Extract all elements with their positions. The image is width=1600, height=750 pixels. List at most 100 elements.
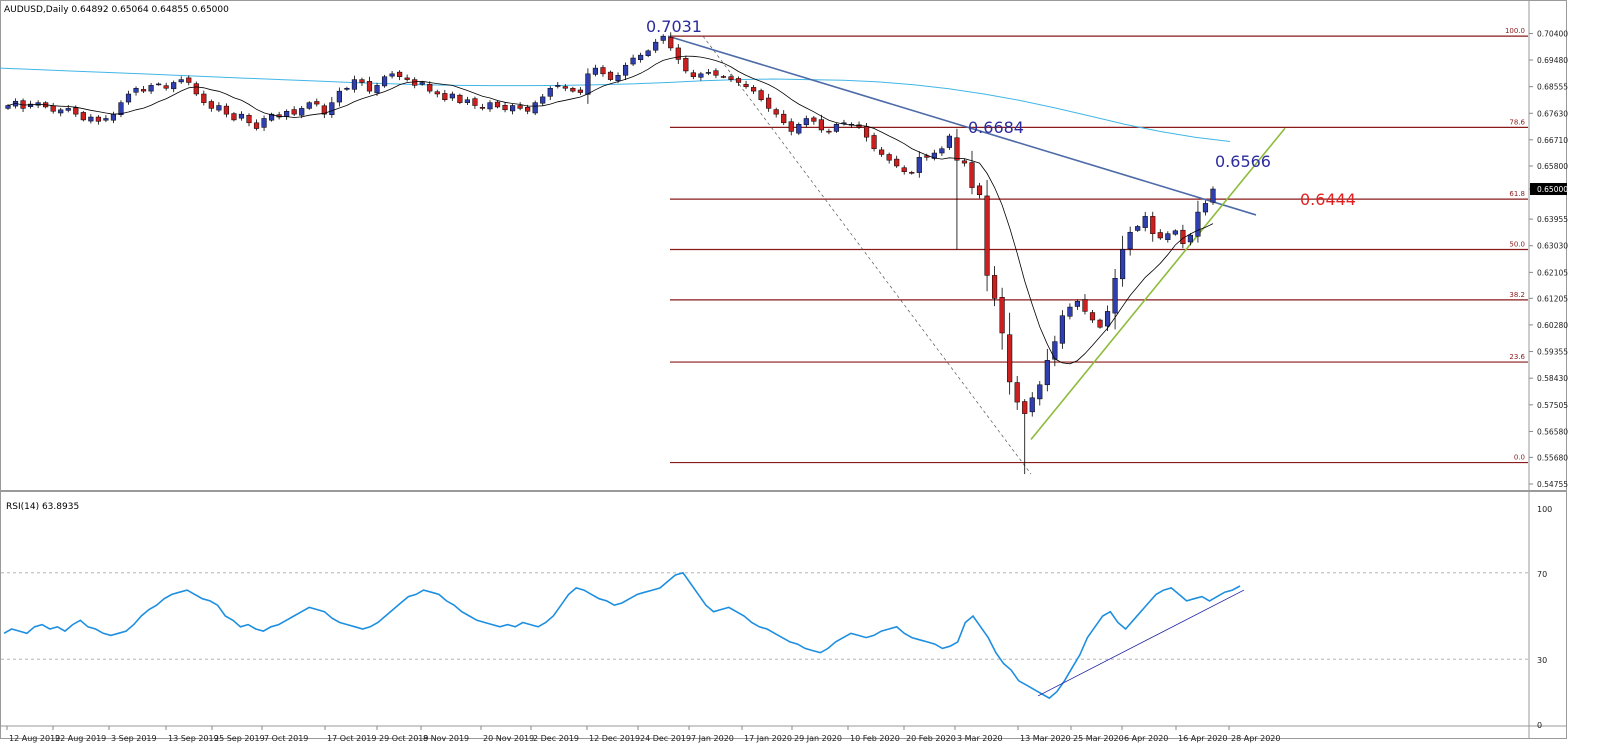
candle-body [615, 75, 621, 82]
candle-body [1142, 216, 1148, 228]
candle-body [751, 87, 757, 92]
candle-body [1007, 334, 1013, 383]
price-tick-label: 0.70400 [1537, 30, 1568, 39]
fib-label: 78.6 [1509, 118, 1525, 126]
candle-body [427, 83, 433, 92]
price-tick-label: 0.67630 [1537, 109, 1568, 118]
candle-body [201, 93, 207, 103]
candle-body [1165, 233, 1171, 240]
time-tick-label: 28 Apr 2020 [1231, 734, 1280, 743]
candle-body [1067, 306, 1073, 317]
time-tick-label: 20 Nov 2019 [483, 734, 534, 743]
time-tick-label: 25 Sep 2019 [214, 734, 265, 743]
fibonacci-levels: 100.0 78.6 61.8 50.0 38.2 23.6 0.0 [670, 27, 1528, 464]
sma-fast-path [7, 55, 1214, 365]
candle-body [638, 54, 644, 60]
candle-body [992, 275, 998, 299]
candle-body [110, 113, 117, 121]
candle-body [969, 162, 975, 188]
candle-body [645, 50, 651, 56]
candle-body [1120, 249, 1126, 280]
candle-body [88, 116, 94, 122]
candle-body [103, 118, 109, 121]
candle-body [186, 77, 192, 83]
price-annotations: 0.7031 0.6684 0.6566 0.6444 [646, 17, 1356, 209]
candle-body [28, 103, 34, 107]
candle-body [909, 172, 915, 174]
candle-body [65, 108, 71, 111]
time-tick-label: 13 Mar 2020 [1020, 734, 1071, 743]
price-tick-label: 0.59355 [1537, 348, 1568, 357]
candle-body [976, 185, 983, 196]
rsi-axis-label: 0 [1537, 721, 1542, 730]
candle-body [306, 102, 312, 109]
candle-body [788, 121, 794, 132]
time-tick-label: 24 Dec 2019 [640, 734, 691, 743]
candle-body [547, 87, 553, 97]
candle-body [216, 105, 222, 111]
candle-body [743, 83, 749, 88]
candle-body [351, 79, 358, 90]
candle-body [781, 113, 787, 124]
candle-body [58, 109, 64, 114]
candle-body [125, 93, 132, 103]
candle-body [871, 135, 877, 149]
price-tick-label: 0.63955 [1537, 215, 1568, 224]
candle-body [261, 118, 267, 128]
fib-label: 61.8 [1509, 190, 1525, 198]
price-tick-label: 0.63030 [1537, 242, 1568, 251]
candle-body [1112, 278, 1118, 314]
candle-body [381, 76, 388, 87]
candle-body [1082, 299, 1088, 312]
price-tick-label: 0.60280 [1537, 321, 1568, 330]
candle-body [231, 113, 237, 121]
candle-body [1074, 301, 1081, 307]
candle-body [1157, 232, 1163, 239]
annotation-label: 0.6684 [968, 118, 1024, 137]
current-price-box [1530, 183, 1567, 196]
candle-body [359, 79, 365, 83]
candle-body [389, 73, 395, 77]
candle-body [833, 123, 840, 132]
candle-body [118, 102, 124, 115]
candle-body [879, 149, 885, 155]
time-tick-label: 12 Aug 2019 [9, 734, 60, 743]
trendline-downtrend [667, 35, 1257, 216]
candle-body [1150, 216, 1156, 234]
candle-body [208, 101, 214, 109]
candle-body [1210, 188, 1216, 203]
candle-body [562, 86, 568, 89]
candle-body [494, 101, 501, 108]
candle-body [284, 111, 290, 117]
candle-body [5, 105, 11, 109]
candle-body [223, 105, 229, 115]
time-tick-label: 16 Apr 2020 [1178, 734, 1227, 743]
candle-body [901, 167, 907, 172]
candle-body [374, 85, 380, 94]
fib-label: 38.2 [1509, 291, 1525, 299]
candle-body [1187, 234, 1193, 243]
fib-label: 23.6 [1509, 353, 1525, 361]
candle-body [457, 94, 463, 103]
annotation-label: 0.7031 [646, 17, 702, 36]
price-tick-label: 0.66710 [1537, 136, 1568, 145]
candle-body [1037, 384, 1043, 400]
candle-body [577, 89, 583, 93]
candle-body [818, 119, 824, 131]
candle-body [735, 78, 742, 83]
candle-body [811, 117, 817, 122]
candle-body [1202, 203, 1209, 213]
candle-body [668, 37, 674, 49]
sma-slow-path [0, 67, 1231, 142]
time-tick-label: 29 Jan 2020 [794, 734, 842, 743]
price-tick-label: 0.56580 [1537, 427, 1568, 436]
candle-body [886, 154, 892, 161]
trendline-uptrend [1030, 127, 1286, 441]
time-tick-label: 7 Oct 2019 [264, 734, 308, 743]
candle-body [404, 77, 410, 80]
price-tick-label: 0.65800 [1537, 162, 1568, 171]
candle-body [80, 112, 86, 121]
candle-body [690, 72, 696, 77]
candle-body [163, 85, 169, 89]
